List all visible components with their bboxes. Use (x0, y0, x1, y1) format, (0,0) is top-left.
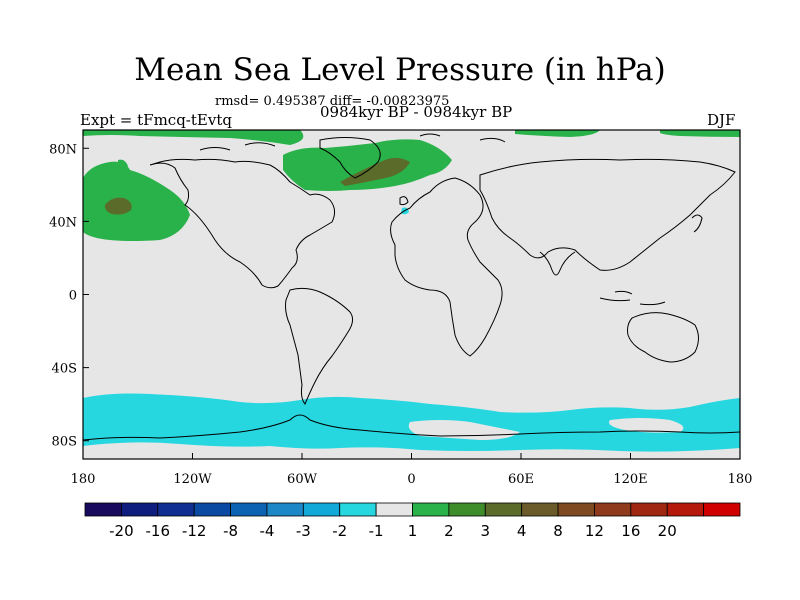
coastlines (83, 133, 740, 441)
anomaly-region-north-atlantic-core (340, 157, 410, 186)
colorbar: -20 -16 -12 -8 -4 -3 -2 -1 1 2 3 4 8 12 16 20 (84, 502, 741, 540)
colorbar-label: -12 (182, 522, 207, 540)
lat-tick-label: 0 (69, 289, 77, 304)
anomaly-region-arctic-far-east (660, 130, 740, 137)
colorbar-label: 20 (658, 522, 677, 540)
anomaly-region-north-pacific-west (118, 159, 128, 169)
coastline-arctic-islands (199, 133, 506, 151)
lat-tick-label: 40N (49, 215, 77, 230)
coastline-south-america (285, 287, 354, 405)
lat-tick-label: 40S (52, 362, 77, 377)
anomaly-gap-indian-ocean (609, 418, 684, 433)
colorbar-label: 16 (621, 522, 640, 540)
stats-text: rmsd= 0.495387 diff= -0.00823975 (215, 94, 450, 109)
anomaly-layer (83, 130, 740, 459)
lon-tick-label: 120W (173, 472, 212, 487)
colorbar-label: 4 (517, 522, 527, 540)
colorbar-swatch (594, 502, 632, 517)
colorbar-swatch (521, 502, 559, 517)
season-label: DJF (707, 111, 736, 129)
colorbar-swatch (557, 502, 595, 517)
colorbar-swatch (230, 502, 268, 517)
colorbar-label: 1 (408, 522, 418, 540)
anomaly-region-arctic-east (515, 130, 600, 137)
colorbar-swatch (84, 502, 122, 517)
colorbar-label: -3 (296, 522, 311, 540)
lat-tick-label: 80N (49, 142, 77, 157)
colorbar-swatch (375, 502, 413, 517)
anomaly-region-north-pacific (83, 161, 190, 241)
coastline-north-america (149, 158, 336, 289)
anomaly-region-arctic-west (83, 130, 304, 145)
lon-tick-label: 120E (613, 472, 647, 487)
colorbar-label: 3 (481, 522, 491, 540)
axis-ticks: 180 120W 60W 0 60E 120E 180 80N 40N 0 40S 80S (49, 142, 752, 487)
time-period-label: 0984kyr BP - 0984kyr BP (320, 103, 513, 121)
anomaly-gap-antarctic-interior (83, 442, 740, 459)
chart-title: Mean Sea Level Pressure (in hPa) (134, 52, 666, 88)
colorbar-swatch (339, 502, 377, 517)
colorbar-swatch (193, 502, 231, 517)
coastline-indonesia (599, 290, 666, 306)
coastline-antarctica (83, 414, 740, 441)
colorbar-swatch (484, 502, 523, 517)
colorbar-swatch (630, 502, 668, 517)
colorbar-swatch (266, 502, 304, 517)
coastline-australia (627, 312, 699, 363)
colorbar-label: -16 (146, 522, 171, 540)
lon-tick-label: 0 (407, 472, 415, 487)
lon-tick-label: 180 (728, 472, 753, 487)
experiment-label: Expt = tFmcq-tEvtq (80, 111, 232, 129)
colorbar-swatch (120, 502, 159, 517)
coastline-europe-africa (390, 177, 503, 357)
coastline-india (539, 251, 576, 276)
colorbar-label: -2 (332, 522, 347, 540)
lat-tick-label: 80S (52, 435, 77, 450)
lon-tick-label: 60W (287, 472, 318, 487)
anomaly-region-north-pacific-core (104, 197, 132, 215)
colorbar-swatch (302, 502, 341, 517)
colorbar-swatch (157, 502, 195, 517)
coastline-asia (479, 158, 736, 271)
colorbar-label: -8 (223, 522, 238, 540)
coastline-japan (691, 214, 703, 233)
colorbar-swatch (666, 502, 705, 517)
colorbar-label: -1 (369, 522, 384, 540)
coastline-greenland (319, 137, 381, 179)
colorbar-label: 8 (553, 522, 563, 540)
lon-tick-label: 180 (71, 472, 96, 487)
coastline-british-isles (399, 196, 409, 206)
colorbar-label: 12 (585, 522, 604, 540)
colorbar-swatch (703, 502, 741, 517)
colorbar-swatch (412, 502, 450, 517)
colorbar-label: 2 (444, 522, 454, 540)
colorbar-swatch (448, 502, 486, 517)
colorbar-label: -20 (109, 522, 134, 540)
colorbar-label: -4 (259, 522, 274, 540)
anomaly-region-north-atlantic (283, 139, 452, 191)
lon-tick-label: 60E (508, 472, 534, 487)
